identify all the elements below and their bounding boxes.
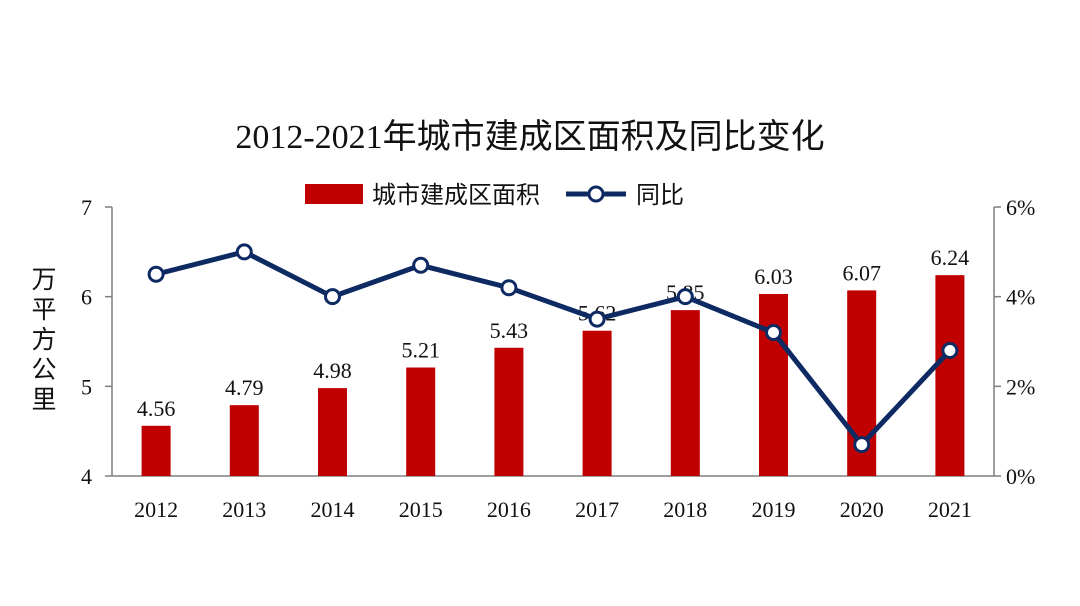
legend: 城市建成区面积 同比 (305, 182, 684, 209)
bar-labels: 4.564.794.985.215.435.625.856.036.076.24 (137, 245, 969, 421)
bar-data-label: 6.24 (931, 245, 970, 270)
x-tick-label: 2013 (222, 497, 266, 522)
line-path (155, 249, 952, 448)
line-point (500, 279, 518, 297)
x-tick-label: 2019 (752, 497, 796, 522)
line-point (676, 288, 694, 306)
x-tick-label: 2021 (928, 497, 972, 522)
x-tick-label: 2014 (311, 497, 355, 522)
legend-swatch-bar (305, 184, 363, 204)
bar (229, 405, 259, 476)
bar-data-label: 4.98 (313, 358, 352, 383)
line-point (765, 324, 782, 342)
bar-data-label: 5.21 (401, 338, 440, 363)
line-series (147, 243, 959, 454)
bar (582, 330, 612, 476)
bar (670, 310, 700, 476)
bar (141, 425, 171, 476)
bar-data-label: 6.03 (754, 264, 793, 289)
line-point (324, 288, 341, 306)
bar (759, 293, 788, 476)
x-tick-label: 2015 (399, 497, 443, 522)
y2-tick-label: 2% (1006, 374, 1035, 399)
line-point (147, 265, 165, 283)
bar (406, 367, 436, 476)
y-tick-label: 5 (81, 374, 92, 399)
legend-label-bar: 城市建成区面积 (372, 182, 540, 209)
y-tick-label: 6 (81, 285, 92, 310)
bar (935, 275, 965, 476)
axes: 4 5 6 7 0% 2% 4% 6% 2012 2013 2014 2015 2016 2017 2018… (81, 195, 1035, 522)
bar-data-label: 4.56 (137, 396, 176, 421)
y2-tick-label: 4% (1006, 285, 1035, 310)
chart-title: 2012-2021年城市建成区面积及同比变化 (235, 118, 824, 156)
legend-label-line: 同比 (636, 182, 684, 209)
bar-data-label: 6.07 (842, 260, 881, 285)
x-tick-label: 2018 (663, 497, 707, 522)
bar (494, 347, 524, 476)
y2-tick-label: 6% (1006, 195, 1035, 220)
bar-data-label: 4.79 (225, 375, 264, 400)
x-tick-label: 2020 (840, 497, 884, 522)
bar-data-label: 5.43 (490, 318, 529, 343)
bar (318, 388, 347, 476)
line-point (941, 341, 959, 359)
y2-tick-label: 0% (1006, 464, 1035, 489)
x-tick-label: 2017 (575, 497, 619, 522)
x-tick-label: 2016 (487, 497, 531, 522)
y-tick-label: 4 (81, 464, 92, 489)
y-axis-label: 万平方公里 (31, 267, 56, 414)
legend-swatch-marker (587, 185, 605, 203)
line-point (235, 243, 253, 261)
line-point (588, 310, 606, 328)
line-point (412, 256, 430, 274)
x-tick-label: 2012 (134, 497, 178, 522)
y-tick-label: 7 (81, 195, 92, 220)
line-point (853, 436, 871, 454)
